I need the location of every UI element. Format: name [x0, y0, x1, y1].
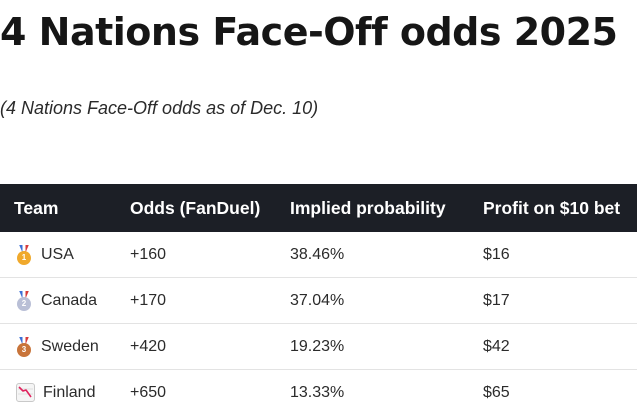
probability-cell: 38.46%	[290, 232, 483, 278]
odds-cell: +650	[130, 370, 290, 415]
table-row: 1 USA +160 38.46% $16	[0, 232, 637, 278]
table-header-row: Team Odds (FanDuel) Implied probability …	[0, 184, 637, 232]
team-cell: 3 Sweden	[0, 324, 130, 370]
team-cell: 1 USA	[0, 232, 130, 278]
team-name: Canada	[41, 292, 97, 310]
column-header-probability: Implied probability	[290, 184, 483, 232]
odds-cell: +420	[130, 324, 290, 370]
silver-medal-icon: 2	[16, 291, 32, 311]
column-header-odds: Odds (FanDuel)	[130, 184, 290, 232]
odds-cell: +170	[130, 278, 290, 324]
bronze-medal-icon: 3	[16, 337, 32, 357]
profit-cell: $65	[483, 370, 637, 415]
team-name: Finland	[43, 384, 95, 402]
odds-table: Team Odds (FanDuel) Implied probability …	[0, 184, 637, 415]
column-header-profit: Profit on $10 bet	[483, 184, 637, 232]
medal-number: 1	[17, 251, 31, 265]
table-row: 2 Canada +170 37.04% $17	[0, 278, 637, 324]
probability-cell: 37.04%	[290, 278, 483, 324]
team-cell: Finland	[0, 370, 130, 415]
team-name: USA	[41, 246, 74, 264]
chart-decreasing-icon	[16, 383, 35, 402]
profit-cell: $17	[483, 278, 637, 324]
team-name: Sweden	[41, 338, 99, 356]
column-header-team: Team	[0, 184, 130, 232]
table-row: Finland +650 13.33% $65	[0, 370, 637, 415]
page-subtitle: (4 Nations Face-Off odds as of Dec. 10)	[0, 96, 318, 120]
medal-number: 2	[17, 297, 31, 311]
odds-cell: +160	[130, 232, 290, 278]
profit-cell: $42	[483, 324, 637, 370]
medal-number: 3	[17, 343, 31, 357]
probability-cell: 13.33%	[290, 370, 483, 415]
team-cell: 2 Canada	[0, 278, 130, 324]
probability-cell: 19.23%	[290, 324, 483, 370]
page-title: 4 Nations Face-Off odds 2025	[0, 6, 617, 58]
table-row: 3 Sweden +420 19.23% $42	[0, 324, 637, 370]
profit-cell: $16	[483, 232, 637, 278]
gold-medal-icon: 1	[16, 245, 32, 265]
